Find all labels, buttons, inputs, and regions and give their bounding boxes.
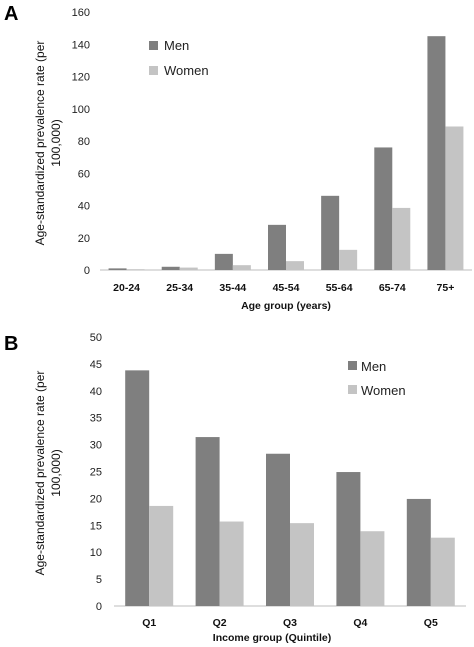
legend: Men Women xyxy=(149,38,209,78)
y-tick-label: 20 xyxy=(78,233,90,245)
y-tick-label: 140 xyxy=(72,39,90,51)
y-axis-label-line: Age-standardized prevalence rate (per xyxy=(33,41,47,246)
y-tick-label: 5 xyxy=(96,574,102,586)
bars xyxy=(125,370,455,606)
x-tick-label: 55-64 xyxy=(326,282,353,294)
x-tick-label: Q1 xyxy=(142,617,156,629)
bar-men xyxy=(336,472,361,606)
legend-swatch-men xyxy=(348,361,357,370)
y-tick-label: 25 xyxy=(90,467,102,479)
y-tick-label: 45 xyxy=(90,359,102,371)
y-tick-label: 80 xyxy=(78,136,90,148)
x-tick-label: 25-34 xyxy=(166,282,193,294)
x-tick-label: 65-74 xyxy=(379,282,406,294)
legend-label-men: Men xyxy=(361,359,386,374)
legend-label-women: Women xyxy=(164,63,209,78)
y-axis-label-line: 100,000) xyxy=(49,119,63,166)
bar-women xyxy=(339,249,358,270)
panel-a: A Age-standardized prevalence rate (per … xyxy=(4,3,472,312)
y-tick-label: 40 xyxy=(90,386,102,398)
legend-label-women: Women xyxy=(361,383,406,398)
x-tick-label: Q2 xyxy=(213,617,227,629)
x-axis-label: Age group (years) xyxy=(241,300,331,312)
bar-men xyxy=(406,498,431,606)
y-tick-label: 100 xyxy=(72,104,90,116)
bar-women xyxy=(445,126,464,270)
y-tick-label: 120 xyxy=(72,72,90,84)
legend-swatch-women xyxy=(348,385,357,394)
y-tick-label: 0 xyxy=(84,265,90,277)
bar-women xyxy=(430,537,455,606)
bars xyxy=(108,36,464,270)
bar-men xyxy=(214,253,233,270)
x-tick-label: 35-44 xyxy=(219,282,246,294)
y-axis-label-line: Age-standardized prevalence rate (per xyxy=(33,371,47,576)
bar-women xyxy=(219,521,244,606)
y-axis-label-line: 100,000) xyxy=(49,449,63,496)
bar-men xyxy=(427,36,446,270)
bar-men xyxy=(268,224,286,270)
legend-label-men: Men xyxy=(164,38,189,53)
y-ticks: 0 20 40 60 80 100 120 140 160 xyxy=(72,7,90,277)
x-tick-label: 20-24 xyxy=(113,282,140,294)
y-tick-label: 30 xyxy=(90,440,102,452)
x-axis-label: Income group (Quintile) xyxy=(213,632,331,644)
x-tick-label: Q4 xyxy=(353,617,367,629)
bar-women xyxy=(232,265,251,270)
legend-swatch-men xyxy=(149,41,158,50)
y-tick-label: 50 xyxy=(90,332,102,344)
bar-women xyxy=(179,267,198,270)
x-ticks: Q1 Q2 Q3 Q4 Q5 xyxy=(142,617,438,629)
x-tick-label: 45-54 xyxy=(273,282,300,294)
bar-men xyxy=(321,195,340,270)
y-axis-label: Age-standardized prevalence rate (per 10… xyxy=(33,41,63,246)
x-ticks: 20-24 25-34 35-44 45-54 55-64 65-74 75+ xyxy=(113,282,454,294)
legend: Men Women xyxy=(348,359,406,398)
panel-letter: A xyxy=(4,3,18,25)
y-tick-label: 40 xyxy=(78,201,90,213)
bar-men xyxy=(195,437,220,606)
y-tick-label: 35 xyxy=(90,413,102,425)
bar-men xyxy=(161,266,180,270)
y-tick-label: 15 xyxy=(90,520,102,532)
bar-women xyxy=(392,207,411,270)
bar-women xyxy=(149,505,174,606)
x-tick-label: Q5 xyxy=(424,617,438,629)
bar-men xyxy=(108,268,127,270)
bar-men xyxy=(125,370,150,606)
y-ticks: 0 5 10 15 20 25 30 35 40 45 50 xyxy=(90,332,102,613)
y-tick-label: 160 xyxy=(72,7,90,19)
panel-letter: B xyxy=(4,333,18,355)
y-tick-label: 20 xyxy=(90,493,102,505)
bar-men xyxy=(266,453,290,606)
x-tick-label: Q3 xyxy=(283,617,297,629)
bar-women xyxy=(126,269,145,270)
y-tick-label: 10 xyxy=(90,547,102,559)
y-tick-label: 0 xyxy=(96,601,102,613)
bar-women xyxy=(290,523,314,606)
x-tick-label: 75+ xyxy=(437,282,455,294)
y-axis-label: Age-standardized prevalence rate (per 10… xyxy=(33,371,63,576)
bar-women xyxy=(360,531,385,606)
panel-b: B Age-standardized prevalence rate (per … xyxy=(4,332,466,644)
y-tick-label: 60 xyxy=(78,168,90,180)
bar-women xyxy=(286,261,304,270)
legend-swatch-women xyxy=(149,66,158,75)
bar-men xyxy=(374,147,393,270)
